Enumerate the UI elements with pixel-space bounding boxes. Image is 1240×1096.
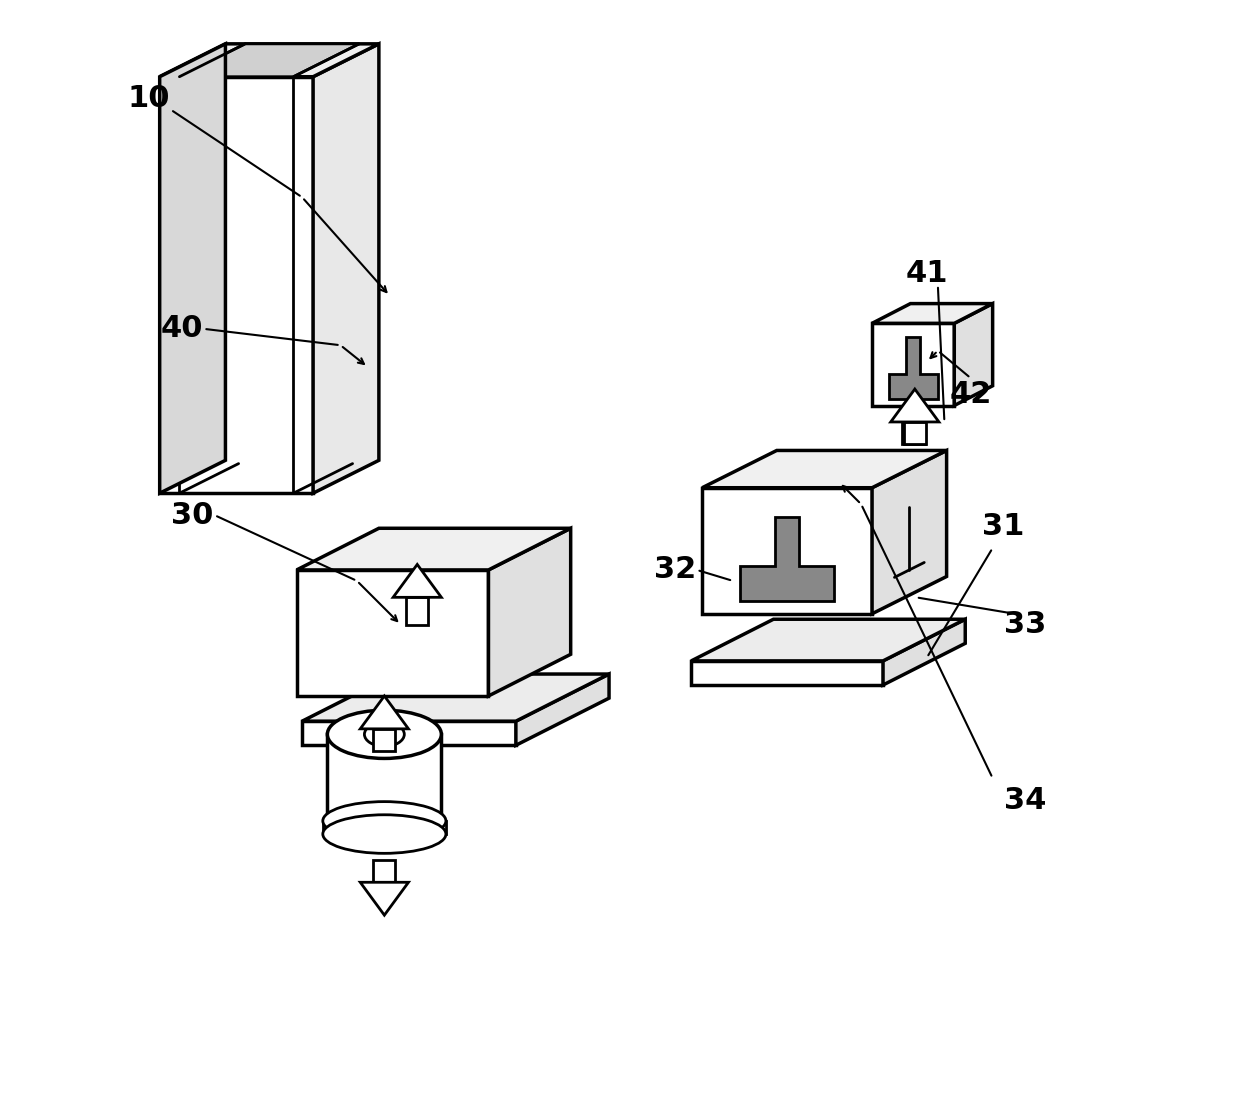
Polygon shape [740,517,833,601]
Text: 34: 34 [1004,786,1047,814]
Polygon shape [702,450,946,488]
Polygon shape [955,304,993,406]
Polygon shape [872,304,993,323]
Polygon shape [303,674,609,721]
Ellipse shape [327,710,441,758]
Text: 30: 30 [171,501,213,529]
Polygon shape [303,721,516,745]
Polygon shape [872,323,955,406]
Polygon shape [322,821,446,834]
Polygon shape [901,406,925,444]
Text: 33: 33 [1004,610,1047,639]
Text: 32: 32 [653,556,696,584]
Polygon shape [883,619,965,685]
Ellipse shape [365,722,404,746]
Polygon shape [489,528,570,696]
Polygon shape [702,488,872,614]
Polygon shape [160,44,379,77]
Polygon shape [407,597,428,625]
Polygon shape [314,44,379,493]
Polygon shape [373,860,396,882]
Polygon shape [361,882,408,915]
Polygon shape [516,674,609,745]
Polygon shape [904,422,926,444]
Text: 10: 10 [128,84,170,113]
Polygon shape [691,661,883,685]
Polygon shape [180,44,360,77]
Text: 31: 31 [982,512,1024,540]
Polygon shape [890,389,939,422]
Polygon shape [296,528,570,570]
Ellipse shape [322,801,446,841]
Polygon shape [393,564,441,597]
Polygon shape [327,734,441,827]
Text: 42: 42 [950,380,992,409]
Polygon shape [691,619,965,661]
Polygon shape [872,450,946,614]
Ellipse shape [327,803,441,852]
Polygon shape [373,729,396,751]
Ellipse shape [322,814,446,854]
Polygon shape [160,44,226,493]
Polygon shape [160,77,314,493]
Polygon shape [361,696,408,729]
Text: 40: 40 [160,315,203,343]
Polygon shape [889,338,937,399]
Text: 41: 41 [905,260,949,288]
Polygon shape [296,570,489,696]
